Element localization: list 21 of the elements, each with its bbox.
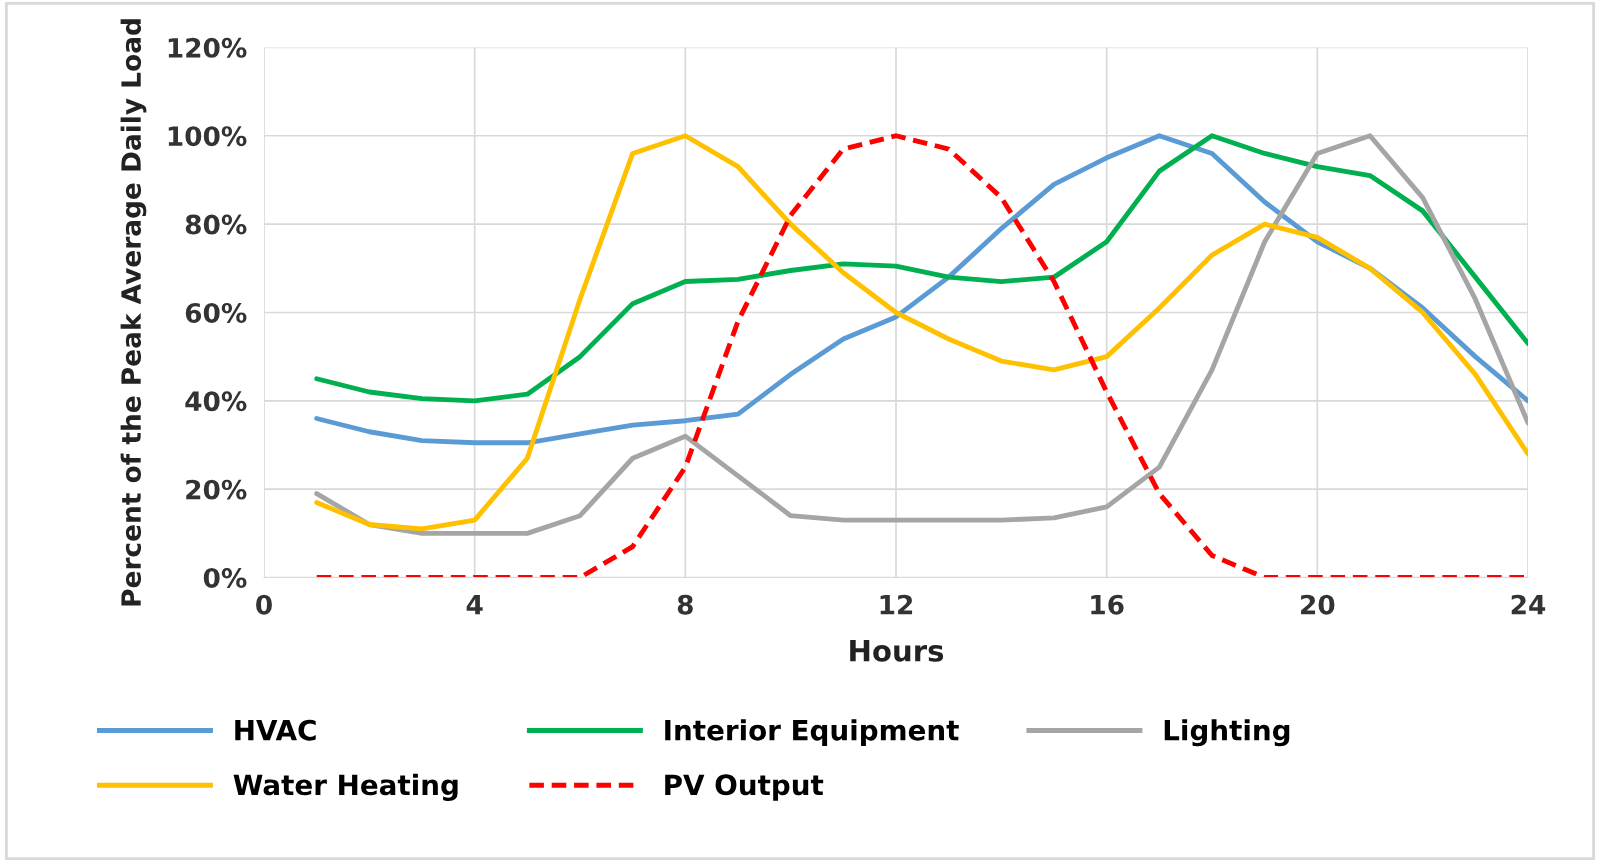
y-tick-label: 40% [185, 391, 247, 412]
y-tick-label: 0% [203, 567, 247, 588]
x-tick-label: 0 [256, 594, 272, 615]
legend-label: Water Heating [233, 773, 458, 801]
x-axis-title: Hours [850, 640, 944, 662]
x-tick-label: 8 [677, 594, 693, 615]
y-tick-label: 20% [186, 479, 247, 500]
x-tick-label: 20 [1301, 594, 1335, 615]
x-tick-label: 4 [466, 595, 483, 615]
y-tick-label: 120% [168, 37, 247, 58]
y-tick-label: 100% [168, 126, 247, 147]
y-axis-title: Percent of the Peak Average Daily Load [120, 19, 147, 606]
legend-label: Interior Equipment [665, 719, 959, 747]
x-tick-label: 12 [880, 594, 913, 615]
legend-label: Lighting [1164, 719, 1290, 747]
x-tick-label: 24 [1511, 594, 1546, 615]
y-tick-label: 80% [185, 214, 247, 235]
legend-label: HVAC [235, 719, 316, 741]
x-tick-label: 16 [1091, 594, 1124, 615]
legend-label: PV Output [665, 774, 824, 801]
y-tick-label: 60% [185, 302, 247, 323]
